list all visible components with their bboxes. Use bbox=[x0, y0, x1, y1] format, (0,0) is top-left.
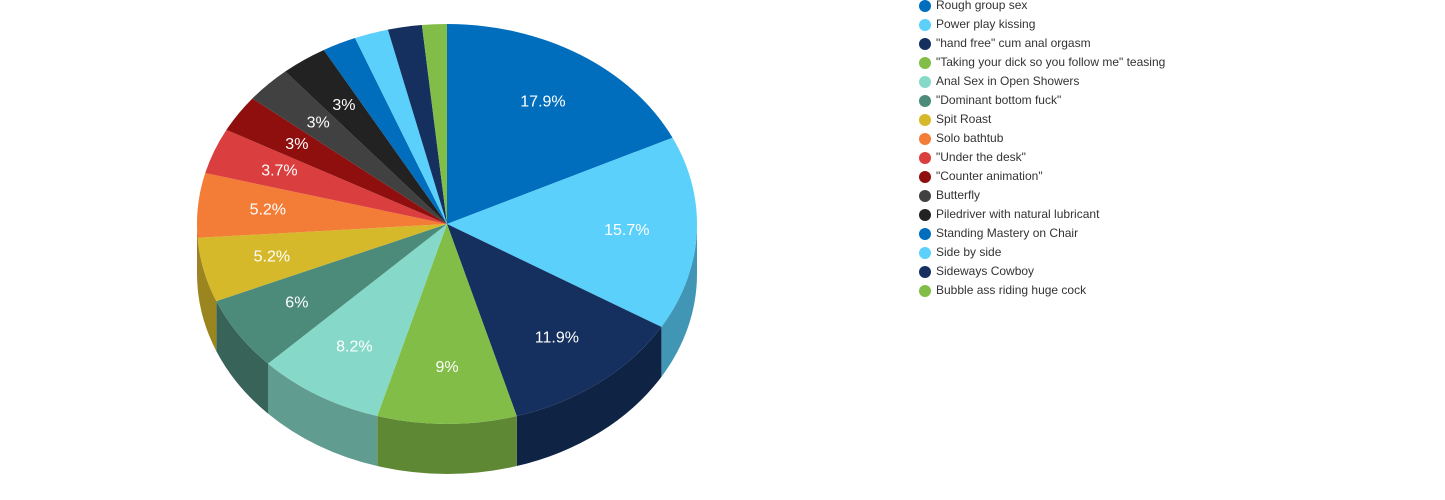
slice bbox=[447, 137, 698, 327]
slice-side bbox=[516, 326, 662, 467]
slice bbox=[226, 98, 447, 224]
legend-label: Piledriver with natural lubricant bbox=[936, 207, 1100, 221]
data-label: 3% bbox=[332, 97, 355, 114]
legend-marker bbox=[919, 247, 931, 259]
legend-marker bbox=[919, 0, 931, 12]
legend-label: Power play kissing bbox=[936, 17, 1035, 31]
data-label: 3% bbox=[285, 136, 308, 153]
slice bbox=[268, 224, 447, 417]
data-label: 6% bbox=[285, 295, 308, 312]
data-label: 5.2% bbox=[254, 248, 290, 265]
data-label: 8.2% bbox=[336, 339, 372, 356]
slice-side bbox=[268, 363, 378, 467]
legend-label: "Dominant bottom fuck" bbox=[936, 93, 1061, 107]
slice-side bbox=[216, 301, 269, 414]
legend-marker bbox=[919, 190, 931, 202]
legend-marker bbox=[919, 228, 931, 240]
legend-marker bbox=[919, 19, 931, 31]
slice bbox=[216, 224, 447, 364]
legend-marker bbox=[919, 285, 931, 297]
legend-label: Side by side bbox=[936, 245, 1002, 259]
legend-label: Standing Mastery on Chair bbox=[936, 226, 1078, 240]
legend-label: "Under the desk" bbox=[936, 150, 1026, 164]
legend-label: Spit Roast bbox=[936, 112, 992, 126]
slice bbox=[252, 71, 447, 224]
legend-label: "Taking your dick so you follow me" teas… bbox=[936, 55, 1165, 69]
slice-side bbox=[197, 237, 217, 352]
legend-label: Bubble ass riding huge cock bbox=[936, 283, 1087, 297]
legend-marker bbox=[919, 152, 931, 164]
legend-marker bbox=[919, 133, 931, 145]
data-label: 3.7% bbox=[261, 163, 297, 180]
data-label: 3% bbox=[307, 115, 330, 132]
data-label: 5.2% bbox=[250, 202, 286, 219]
slice bbox=[197, 224, 447, 302]
legend-label: "hand free" cum anal orgasm bbox=[936, 36, 1091, 50]
slice bbox=[387, 25, 447, 224]
slice bbox=[447, 224, 662, 417]
data-label: 9% bbox=[435, 359, 458, 376]
slice bbox=[377, 224, 517, 424]
legend-marker bbox=[919, 171, 931, 183]
legend-marker bbox=[919, 57, 931, 69]
legend-marker bbox=[919, 114, 931, 126]
data-label: 15.7% bbox=[604, 222, 649, 239]
legend-marker bbox=[919, 38, 931, 50]
data-label: 17.9% bbox=[520, 93, 565, 110]
slice-side bbox=[661, 224, 697, 377]
legend-marker bbox=[919, 95, 931, 107]
slice bbox=[205, 129, 447, 224]
legend-label: Anal Sex in Open Showers bbox=[936, 74, 1079, 88]
legend-label: Solo bathtub bbox=[936, 131, 1004, 145]
slice bbox=[354, 29, 447, 225]
legend-label: "Counter animation" bbox=[936, 169, 1043, 183]
legend-marker bbox=[919, 76, 931, 88]
legend-marker bbox=[919, 266, 931, 278]
legend-label: Rough group sex bbox=[936, 0, 1027, 12]
slice bbox=[421, 24, 447, 224]
slice bbox=[323, 38, 447, 224]
legend-marker bbox=[919, 209, 931, 221]
legend-label: Butterfly bbox=[936, 188, 980, 202]
legend-label: Sideways Cowboy bbox=[936, 264, 1034, 278]
slice-side bbox=[377, 416, 517, 474]
slice bbox=[197, 173, 447, 238]
slice bbox=[285, 49, 447, 224]
slice bbox=[447, 24, 673, 224]
data-label: 11.9% bbox=[535, 329, 579, 346]
slice-side bbox=[197, 224, 198, 288]
